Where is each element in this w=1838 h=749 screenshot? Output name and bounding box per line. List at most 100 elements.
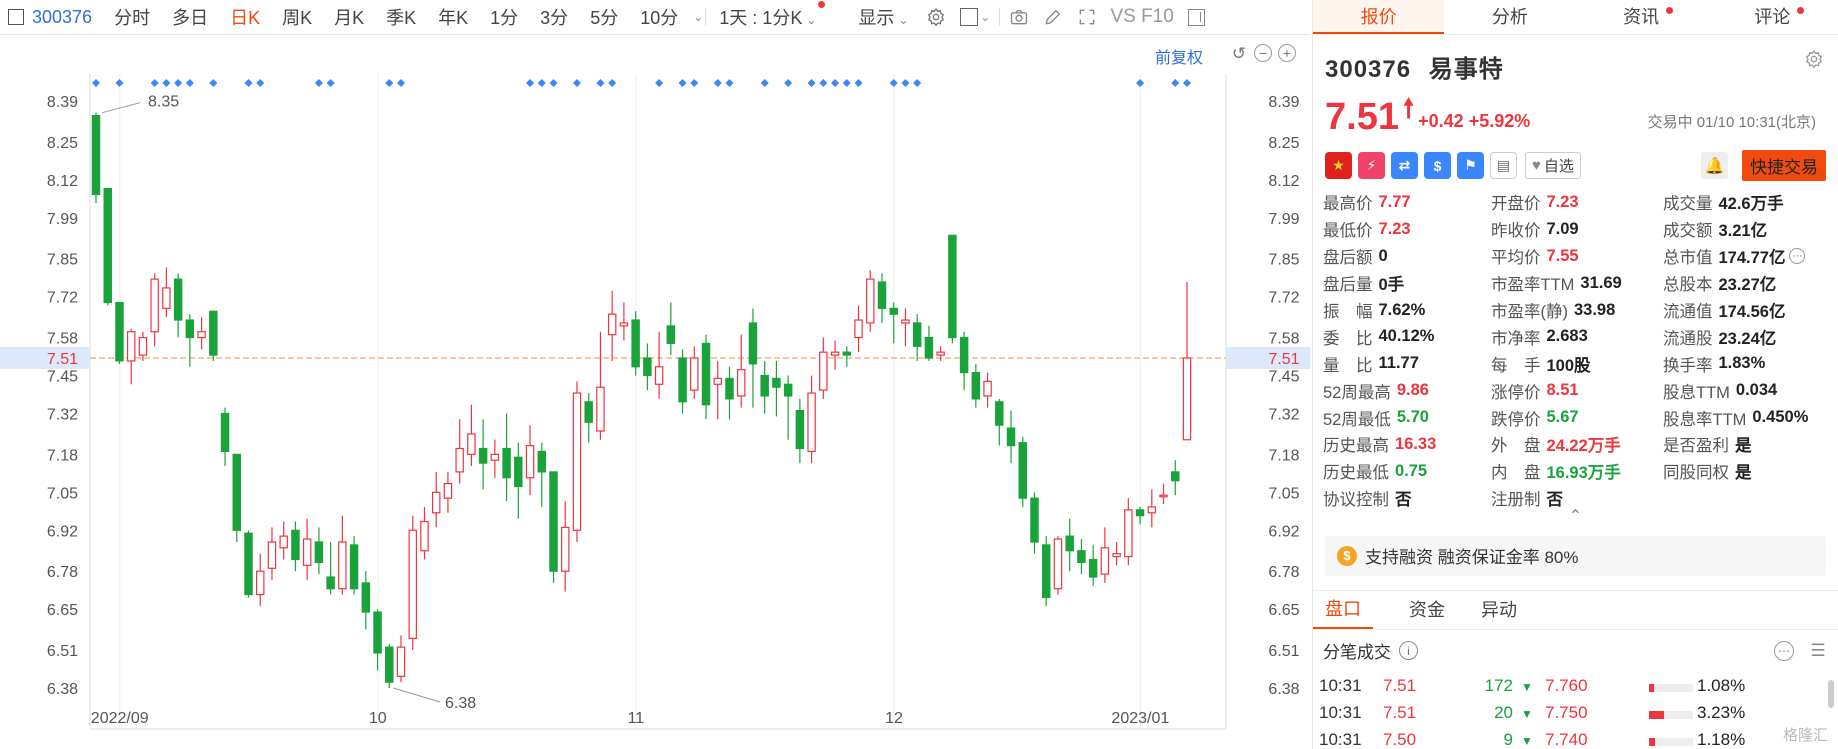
- y-tick-label-right: 7.99: [1268, 211, 1299, 228]
- period-tab[interactable]: 季K: [386, 8, 417, 28]
- stat-value: 5.67: [1546, 408, 1579, 427]
- stat-label: 总市值: [1663, 249, 1713, 268]
- kline-chart[interactable]: 8.39 8.39 8.25 8.25 8.12 8.12 7.99 7.99 7.85 7.85…: [0, 36, 1310, 749]
- document-icon[interactable]: ▤: [1490, 152, 1517, 179]
- adjust-mode-link[interactable]: 前复权: [1155, 50, 1204, 67]
- more-icon[interactable]: ⋯: [1774, 640, 1794, 661]
- event-marker: [209, 79, 218, 87]
- candle-body: [912, 322, 922, 347]
- quick-trade-button[interactable]: 快捷交易: [1742, 150, 1826, 181]
- ratio-bar-fill: [1649, 710, 1664, 719]
- candle-body: [138, 336, 148, 356]
- tab-order-book[interactable]: 盘口: [1313, 591, 1373, 629]
- stat-item: 换手率 1.83%: [1663, 350, 1833, 377]
- stat-value: 8.51: [1546, 381, 1579, 400]
- candle-body: [1135, 509, 1145, 517]
- add-watchlist-button[interactable]: ♥ 自选: [1525, 152, 1581, 179]
- settings-icon[interactable]: [919, 7, 953, 27]
- y-tick-label-left: 7.72: [47, 290, 78, 307]
- period-tab[interactable]: 周K: [282, 8, 313, 28]
- info-icon[interactable]: i: [1399, 641, 1418, 661]
- tab-analysis[interactable]: 分析: [1491, 7, 1528, 27]
- candle-body: [1171, 471, 1180, 482]
- pencil-icon[interactable]: [1036, 7, 1070, 27]
- stat-value: 174.56亿: [1718, 303, 1786, 321]
- chevron-down-icon[interactable]: ⌄: [693, 10, 704, 24]
- tag-icon[interactable]: ⚑: [1457, 152, 1484, 179]
- stat-value: 7.09: [1546, 219, 1579, 238]
- x-tick-label: 12: [885, 710, 903, 727]
- period-tab[interactable]: 年K: [438, 8, 469, 28]
- period-tab[interactable]: 月K: [334, 8, 365, 28]
- stock-title: 300376 易事特: [1325, 49, 1826, 84]
- camera-icon[interactable]: [1002, 7, 1036, 27]
- period-tab[interactable]: 分时: [114, 8, 151, 28]
- tab-quote[interactable]: 报价: [1313, 0, 1445, 34]
- shuffle-icon[interactable]: ⇄: [1391, 152, 1418, 179]
- zoom-out-icon[interactable]: −: [1254, 44, 1272, 62]
- y-tick-label-left: 8.12: [47, 173, 78, 190]
- event-marker: [854, 79, 863, 87]
- rectangle-tool-icon[interactable]: ⌄: [953, 8, 997, 26]
- candle-body: [736, 369, 746, 397]
- stat-label: 协议控制: [1323, 491, 1389, 510]
- gear-icon[interactable]: [1804, 49, 1824, 74]
- period-tab-active[interactable]: 日K: [230, 8, 261, 28]
- candle-body: [314, 541, 324, 564]
- scrollbar[interactable]: [1828, 679, 1834, 708]
- stat-value: 0: [1378, 246, 1388, 265]
- reset-icon[interactable]: ↺: [1231, 43, 1247, 63]
- tab-capital[interactable]: 资金: [1409, 599, 1445, 620]
- stat-item: 52周最高 9.86: [1323, 377, 1491, 404]
- bell-icon[interactable]: 🔔: [1701, 152, 1728, 179]
- chevron-up-icon[interactable]: ⌃: [1568, 507, 1583, 525]
- candle-body: [584, 401, 593, 423]
- stat-label: 同股同权: [1663, 464, 1729, 483]
- fullscreen-icon[interactable]: [1070, 7, 1104, 27]
- candle-body: [126, 331, 136, 362]
- period-tab[interactable]: 5分: [590, 8, 619, 28]
- more-icon[interactable]: ⋯: [1789, 248, 1806, 265]
- stat-item: 量 比 11.77: [1323, 350, 1491, 377]
- zoom-in-icon[interactable]: +: [1278, 44, 1296, 62]
- sidebar-toggle-icon[interactable]: [8, 9, 24, 25]
- candle-body: [948, 234, 957, 339]
- stat-value: 40.12%: [1378, 327, 1435, 346]
- minute-select-label: 1天 : 1分K: [719, 8, 803, 28]
- lightning-icon[interactable]: ⚡: [1358, 152, 1385, 179]
- tick-time: 10:31: [1319, 702, 1362, 722]
- event-marker: [92, 79, 100, 87]
- candle-body: [455, 447, 464, 473]
- display-menu[interactable]: 显示 ⌄: [847, 4, 919, 30]
- stat-value: 16.93万手: [1546, 464, 1621, 483]
- list-icon[interactable]: ☰: [1810, 640, 1826, 660]
- chart-toolbar: 300376 分时 多日 日K 周K 月K 季K 年K 1分 3分 5分 10分…: [0, 0, 1310, 35]
- vs-f10-button[interactable]: VS F10: [1110, 6, 1174, 27]
- period-tab[interactable]: 1分: [490, 8, 519, 28]
- period-tab[interactable]: 多日: [172, 8, 209, 28]
- tab-news[interactable]: 资讯: [1576, 0, 1707, 34]
- period-tab[interactable]: 10分: [640, 8, 679, 28]
- margin-trading-banner[interactable]: $ 支持融资 融资保证金率 80%: [1325, 535, 1826, 576]
- kline-chart-area[interactable]: 8.39 8.39 8.25 8.25 8.12 8.12 7.99 7.99 7.85 7.85…: [0, 36, 1310, 749]
- y-tick-label-right: 7.72: [1268, 290, 1299, 307]
- stat-label: 换手率: [1663, 356, 1713, 375]
- panel-toggle-icon[interactable]: [1180, 8, 1214, 26]
- candle-body: [607, 313, 617, 336]
- tab-comments[interactable]: 评论: [1707, 0, 1838, 34]
- tick-price: 7.50: [1383, 729, 1417, 749]
- stat-value: 3.21亿: [1718, 222, 1768, 241]
- minute-select[interactable]: 1天 : 1分K ⌄: [708, 1, 827, 30]
- event-marker: [385, 79, 394, 87]
- stat-label: 注册制: [1491, 491, 1541, 510]
- dollar-icon[interactable]: $: [1424, 152, 1451, 179]
- stat-item: 历史最高 16.33: [1323, 431, 1491, 458]
- stat-label: 市盈率(静): [1491, 303, 1568, 321]
- ticks-list[interactable]: 10:31 7.51 172 ▼ 7.760 1.08% 10:31 7.51 20 ▼ 7.750…: [1313, 672, 1838, 749]
- period-tab[interactable]: 3分: [540, 8, 569, 28]
- x-tick-label: 2023/01: [1111, 710, 1169, 727]
- watermark: 格隆汇: [1782, 727, 1828, 744]
- last-price-tag-left: [0, 346, 90, 369]
- tab-movement[interactable]: 异动: [1481, 599, 1517, 620]
- event-marker: [690, 79, 699, 87]
